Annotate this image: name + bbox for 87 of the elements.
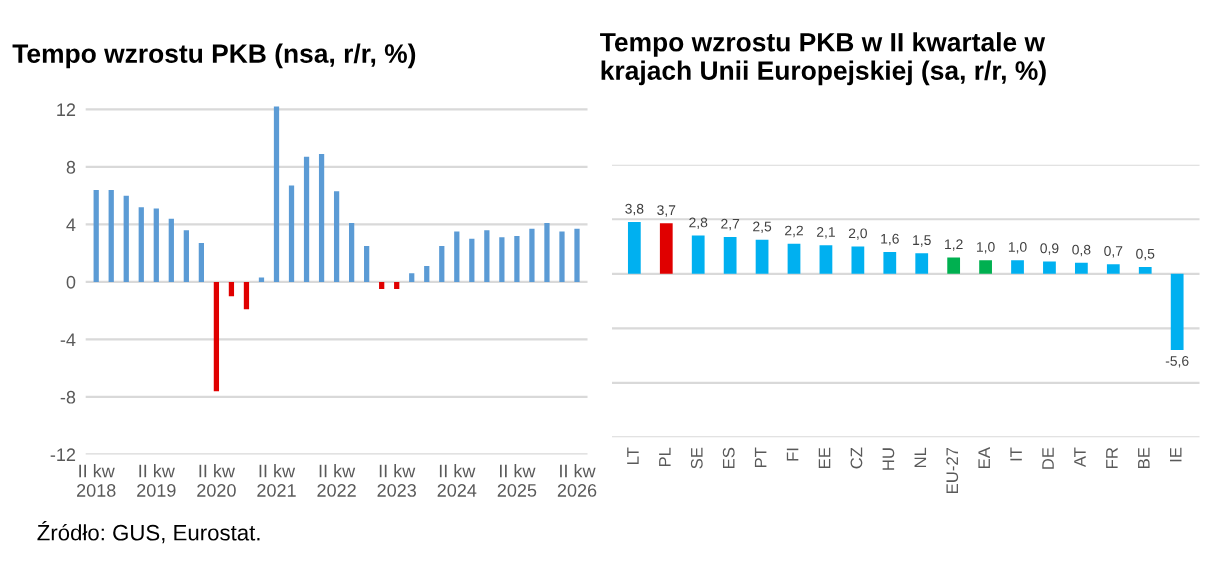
bar	[318, 153, 325, 282]
x-tick-label: NL	[914, 447, 927, 468]
bar	[303, 156, 310, 282]
x-tick-label: II kw 2024	[437, 464, 477, 497]
text: Źródło: GUS, Eurostat.	[37, 521, 260, 544]
bar	[723, 236, 737, 274]
bar	[273, 106, 280, 282]
bar	[691, 235, 705, 274]
bar	[514, 235, 520, 282]
bar	[138, 207, 144, 282]
y-tick-label: 8	[66, 160, 76, 174]
x-tick-label: PL	[659, 447, 671, 467]
y-tick-label: -12	[50, 448, 76, 461]
y-tick-label: 0	[66, 275, 76, 289]
x-tick-label: FR	[1106, 447, 1118, 468]
x-tick-label: II kw 2025	[497, 464, 537, 497]
bar	[544, 222, 550, 282]
bar	[1138, 266, 1152, 274]
x-tick-label: LT	[627, 447, 639, 464]
bar	[409, 273, 415, 282]
bar	[979, 260, 992, 274]
bar	[627, 221, 641, 274]
x-tick-label: FI	[786, 448, 799, 461]
bar	[851, 246, 865, 274]
y-tick-label: -4	[60, 333, 76, 346]
x-tick-label: HU	[882, 448, 895, 470]
x-tick-label: II kw 2023	[377, 464, 416, 497]
bar	[484, 230, 490, 282]
bar	[883, 251, 897, 274]
x-tick-label: EU-27	[946, 447, 959, 493]
x-tick-label: II kw 2026	[557, 464, 597, 497]
chart-title: Tempo wzrostu PKB (nsa, r/r, %)	[12, 43, 416, 69]
x-tick-label: II kw 2022	[317, 464, 356, 497]
bar	[349, 222, 355, 282]
bar	[168, 218, 174, 282]
bar	[379, 281, 385, 290]
bar	[93, 189, 99, 282]
x-tick-label: II kw 2019	[137, 464, 176, 497]
bar	[915, 253, 929, 274]
x-tick-label: II kw 2018	[77, 464, 116, 497]
x-tick-label: SE	[690, 447, 703, 469]
bar	[1011, 260, 1024, 274]
bar	[123, 195, 129, 282]
bar	[288, 185, 295, 282]
x-tick-label: CZ	[850, 447, 863, 469]
bar	[755, 239, 769, 274]
y-tick-label: 12	[57, 103, 76, 116]
x-tick-label: DE	[1042, 447, 1054, 469]
bar	[333, 191, 340, 282]
x-tick-label: EE	[818, 447, 831, 468]
bar	[454, 231, 460, 282]
x-tick-label: IE	[1170, 447, 1182, 462]
bar	[1106, 264, 1120, 274]
x-tick-label: PT	[754, 447, 767, 468]
bar	[529, 228, 535, 282]
bar	[153, 208, 159, 282]
bar	[559, 231, 565, 282]
bar	[394, 281, 400, 290]
y-tick-label: -8	[60, 390, 76, 404]
bar	[198, 243, 204, 282]
bar	[228, 281, 235, 297]
x-tick-label: IT	[1010, 447, 1022, 461]
x-tick-label: II kw 2021	[257, 464, 296, 497]
bar	[469, 238, 475, 282]
bar	[1074, 262, 1088, 274]
bar	[819, 245, 833, 274]
x-tick-label: II kw 2020	[197, 464, 236, 497]
bar	[108, 189, 114, 282]
x-tick-label: ES	[722, 447, 735, 468]
bar	[424, 266, 430, 282]
x-tick-label: AT	[1074, 447, 1086, 468]
x-tick-label: BE	[1138, 447, 1150, 468]
bar	[659, 223, 673, 274]
bar	[1170, 273, 1184, 351]
bar	[1043, 261, 1056, 274]
bar	[213, 281, 220, 392]
bar	[183, 230, 189, 282]
y-tick-label: 4	[66, 218, 76, 231]
bar	[243, 281, 250, 310]
bar	[499, 237, 505, 282]
x-tick-label: EA	[978, 447, 990, 468]
bar	[787, 243, 801, 274]
bar	[574, 228, 580, 282]
bar	[947, 257, 961, 274]
bar	[364, 245, 370, 282]
chart-title: Tempo wzrostu PKB w II kwartale w krajach Unii Europejskiej (sa, r/r, %)	[600, 32, 1046, 86]
bar	[439, 245, 445, 282]
